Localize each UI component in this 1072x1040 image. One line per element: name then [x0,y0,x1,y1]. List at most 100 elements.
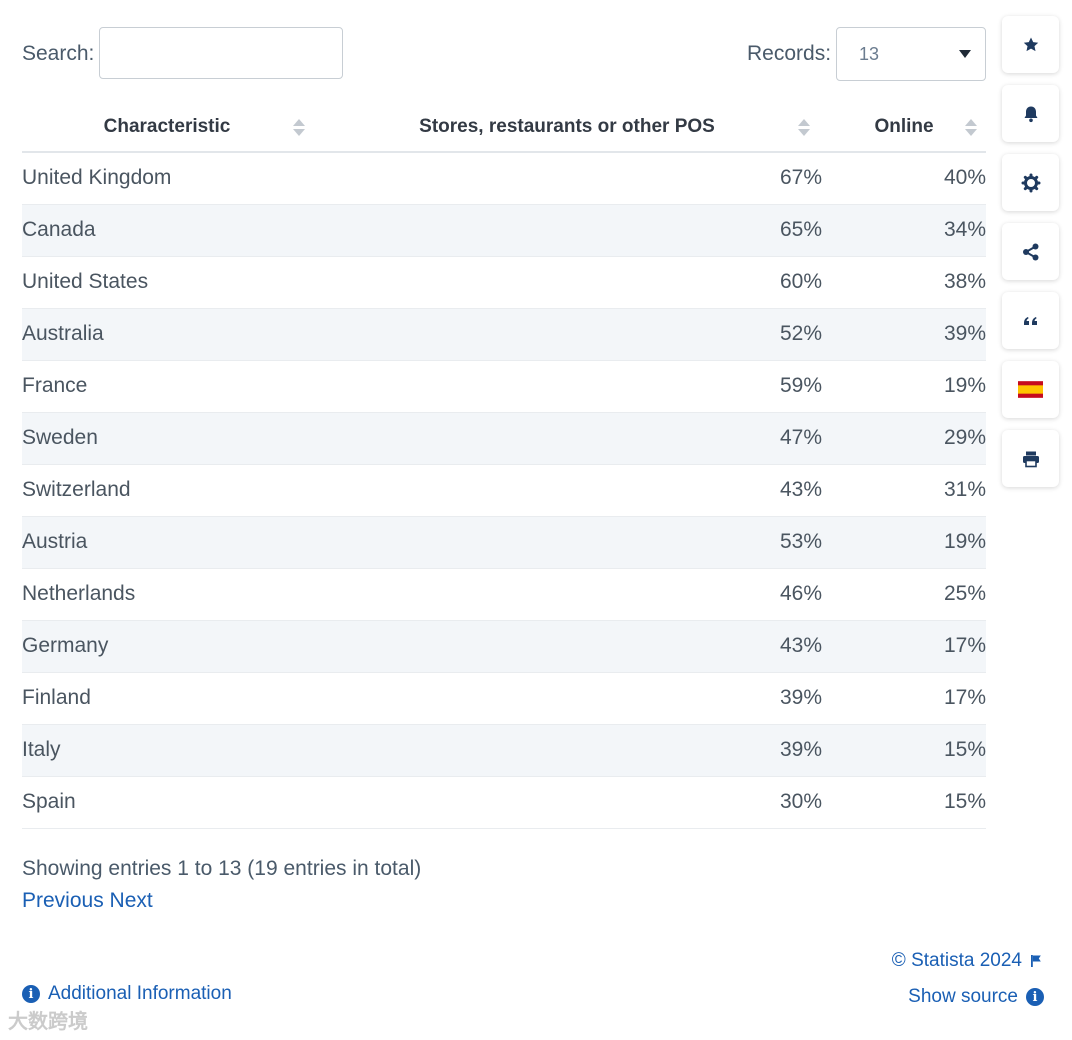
table-row: Italy 39% 15% [22,724,986,777]
favorite-button[interactable] [1002,16,1059,73]
flag-icon [1031,955,1041,967]
cell-pos: 46% [312,568,822,621]
cell-characteristic: United Kingdom [22,152,312,205]
cell-characteristic: United States [22,256,312,309]
cell-pos: 67% [312,152,822,205]
next-link[interactable]: Next [109,889,153,912]
cell-characteristic: Switzerland [22,464,312,517]
cell-pos: 39% [312,672,822,725]
table-row: Austria 53% 19% [22,516,986,569]
table-row: Sweden 47% 29% [22,412,986,465]
cell-online: 19% [822,360,986,413]
watermark-text: 大数跨境 [8,1011,88,1033]
header-label: Characteristic [103,115,231,137]
cell-characteristic: Italy [22,724,312,777]
cell-online: 29% [822,412,986,465]
table-row: France 59% 19% [22,360,986,413]
cell-online: 17% [822,672,986,725]
spain-flag-icon [1018,381,1043,398]
column-header-pos[interactable]: Stores, restaurants or other POS [312,102,822,153]
cell-online: 40% [822,152,986,205]
cell-pos: 60% [312,256,822,309]
pagination: Previous Next [22,889,153,913]
data-table: Characteristic Stores, restaurants or ot… [22,102,986,829]
copyright-link[interactable]: © Statista 2024 [892,950,1042,972]
cell-online: 31% [822,464,986,517]
cell-online: 34% [822,204,986,257]
table-row: United Kingdom 67% 40% [22,152,986,205]
share-button[interactable] [1002,223,1059,280]
action-sidebar [1002,16,1059,499]
info-icon: i [1026,988,1044,1006]
print-button[interactable] [1002,430,1059,487]
cite-button[interactable] [1002,292,1059,349]
share-icon [1022,243,1038,260]
watermark: 大数跨境 [8,1005,88,1034]
language-button[interactable] [1002,361,1059,418]
records-label: Records: [747,42,832,65]
notification-button[interactable] [1002,85,1059,142]
cell-pos: 59% [312,360,822,413]
quote-icon [1023,316,1037,325]
cell-pos: 65% [312,204,822,257]
table-row: Switzerland 43% 31% [22,464,986,517]
cell-characteristic: Finland [22,672,312,725]
cell-online: 39% [822,308,986,361]
cell-characteristic: Canada [22,204,312,257]
cell-online: 19% [822,516,986,569]
star-icon [1023,37,1038,51]
cell-pos: 47% [312,412,822,465]
cell-characteristic: Australia [22,308,312,361]
cell-pos: 39% [312,724,822,777]
cell-characteristic: France [22,360,312,413]
cell-pos: 53% [312,516,822,569]
caret-down-icon [959,50,971,58]
gear-icon [1021,173,1040,192]
cell-pos: 43% [312,620,822,673]
entries-summary: Showing entries 1 to 13 (19 entries in t… [22,857,422,880]
table-row: United States 60% 38% [22,256,986,309]
cell-characteristic: Germany [22,620,312,673]
cell-characteristic: Netherlands [22,568,312,621]
sort-icon [798,119,810,137]
cell-characteristic: Austria [22,516,312,569]
cell-online: 15% [822,724,986,777]
settings-button[interactable] [1002,154,1059,211]
additional-information-link[interactable]: i Additional Information [22,983,232,1005]
search-input[interactable] [99,27,343,79]
header-label: Stores, restaurants or other POS [419,115,715,137]
cell-online: 25% [822,568,986,621]
show-source-text: Show source [908,986,1018,1007]
copyright-text: © Statista 2024 [891,950,1022,971]
cell-online: 17% [822,620,986,673]
additional-information-text: Additional Information [48,983,232,1004]
table-row: Canada 65% 34% [22,204,986,257]
cell-characteristic: Spain [22,776,312,829]
table-row: Finland 39% 17% [22,672,986,725]
table-header-row: Characteristic Stores, restaurants or ot… [22,102,986,153]
sort-icon [293,119,305,137]
info-icon: i [22,985,40,1003]
search-label: Search: [22,42,95,65]
previous-link[interactable]: Previous [22,889,104,912]
cell-pos: 30% [312,776,822,829]
records-value: 13 [859,44,880,64]
table-controls: Search: Records: 13 [22,27,986,81]
column-header-characteristic[interactable]: Characteristic [22,102,312,153]
column-header-online[interactable]: Online [822,102,986,153]
sort-icon [965,119,977,137]
cell-characteristic: Sweden [22,412,312,465]
cell-pos: 52% [312,308,822,361]
table-row: Spain 30% 15% [22,776,986,829]
print-icon [1022,451,1039,467]
cell-online: 15% [822,776,986,829]
table-row: Germany 43% 17% [22,620,986,673]
records-select[interactable]: 13 [836,27,986,81]
show-source-link[interactable]: Show source i [908,986,1044,1008]
table-row: Netherlands 46% 25% [22,568,986,621]
bell-icon [1024,106,1037,122]
header-label: Online [874,115,934,137]
cell-pos: 43% [312,464,822,517]
table-row: Australia 52% 39% [22,308,986,361]
cell-online: 38% [822,256,986,309]
